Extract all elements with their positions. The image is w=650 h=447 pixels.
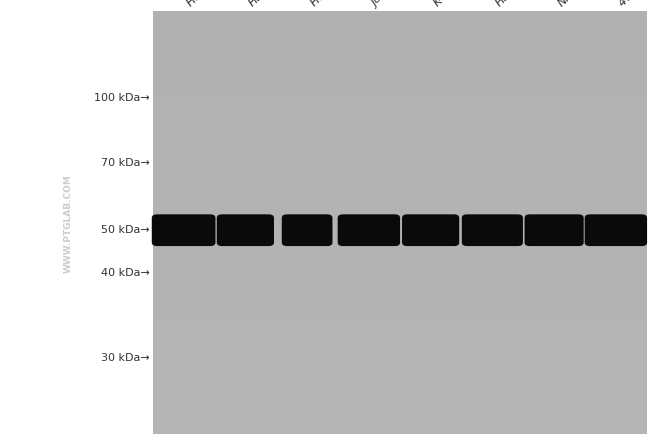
Text: HeLa: HeLa [183, 0, 214, 9]
Text: 100 kDa→: 100 kDa→ [94, 93, 150, 103]
Text: NIH/3T3: NIH/3T3 [554, 0, 597, 9]
FancyBboxPatch shape [151, 215, 215, 246]
Text: K-562: K-562 [430, 0, 463, 9]
FancyBboxPatch shape [402, 215, 459, 246]
FancyBboxPatch shape [338, 215, 400, 246]
Text: HepG2: HepG2 [307, 0, 345, 9]
FancyBboxPatch shape [462, 215, 523, 246]
Bar [0, 0, 153, 447]
Text: HSC-T6: HSC-T6 [493, 0, 532, 9]
FancyBboxPatch shape [217, 215, 274, 246]
Text: 70 kDa→: 70 kDa→ [101, 158, 150, 168]
Text: 50 kDa→: 50 kDa→ [101, 225, 150, 235]
Text: Jurkat: Jurkat [369, 0, 402, 9]
Text: 40 kDa→: 40 kDa→ [101, 268, 150, 278]
FancyBboxPatch shape [525, 215, 584, 246]
Text: 30 kDa→: 30 kDa→ [101, 353, 150, 363]
Text: HEK-293: HEK-293 [246, 0, 290, 9]
FancyBboxPatch shape [281, 215, 332, 246]
Text: WWW.PTGLAB.COM: WWW.PTGLAB.COM [64, 174, 73, 273]
FancyBboxPatch shape [585, 215, 647, 246]
Text: 4T1: 4T1 [616, 0, 641, 9]
